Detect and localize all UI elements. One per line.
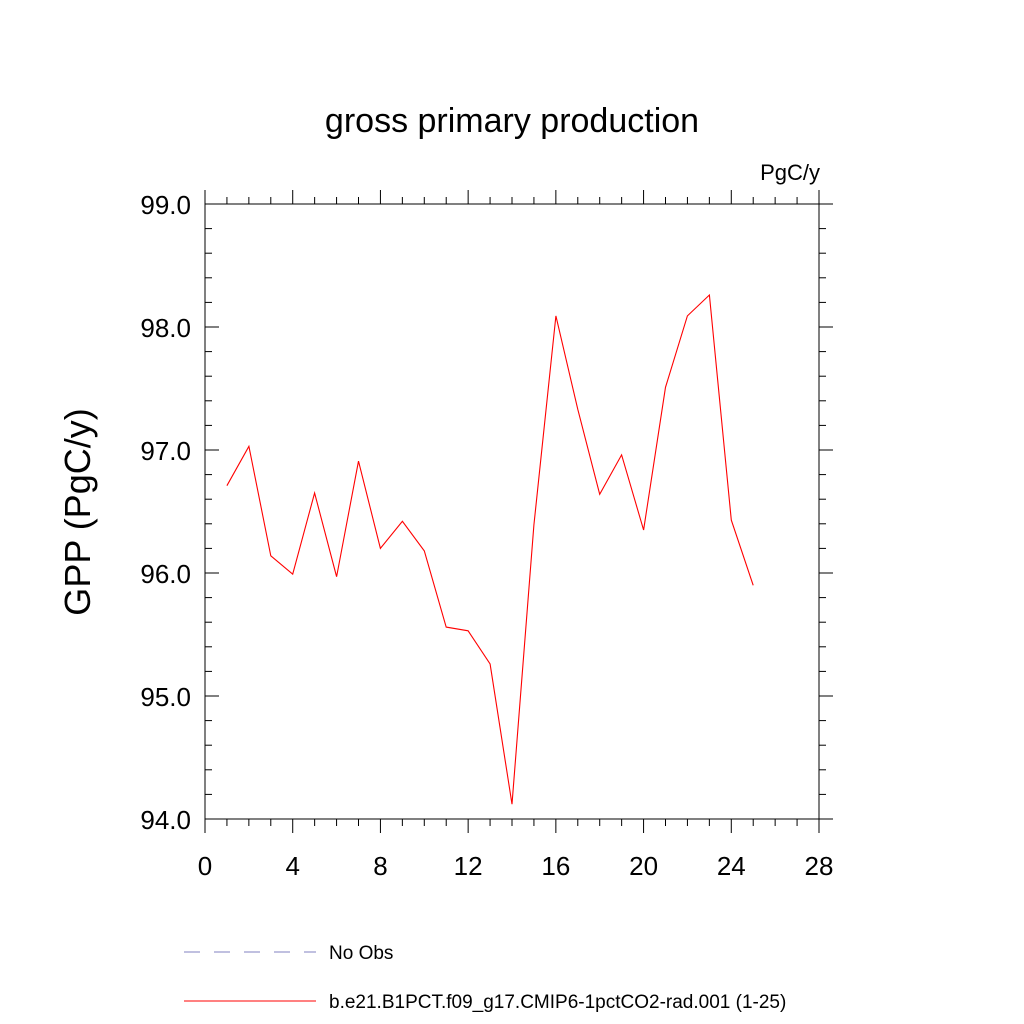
x-tick-label: 12 <box>454 851 483 881</box>
y-tick-label: 98.0 <box>140 313 191 343</box>
plot-area: 0 4 8 12 16 20 24 28 94.0 95.0 96.0 97.0 98.0 99.0 <box>140 190 833 881</box>
y-tick-label: 97.0 <box>140 436 191 466</box>
x-tick-label: 16 <box>541 851 570 881</box>
y-tick-label: 95.0 <box>140 682 191 712</box>
legend: No Obs b.e21.B1PCT.f09_g17.CMIP6-1pctCO2-… <box>184 943 786 1013</box>
y-axis-label: GPP (PgC/y) <box>57 408 98 615</box>
series-line <box>226 293 754 805</box>
legend-label: b.e21.B1PCT.f09_g17.CMIP6-1pctCO2-rad.00… <box>329 992 786 1013</box>
x-tick-label: 8 <box>373 851 387 881</box>
x-tick-label: 28 <box>805 851 834 881</box>
y-tick-label: 99.0 <box>140 190 191 220</box>
x-tick-label: 24 <box>717 851 746 881</box>
plot-frame <box>204 203 820 820</box>
legend-label: No Obs <box>329 943 393 964</box>
y-tick-label: 96.0 <box>140 559 191 589</box>
x-tick-label: 0 <box>198 851 212 881</box>
chart-title: gross primary production <box>325 102 699 140</box>
x-tick-label: 20 <box>629 851 658 881</box>
x-tick-label: 4 <box>285 851 299 881</box>
units-label: PgC/y <box>760 160 820 185</box>
y-tick-label: 94.0 <box>140 805 191 835</box>
